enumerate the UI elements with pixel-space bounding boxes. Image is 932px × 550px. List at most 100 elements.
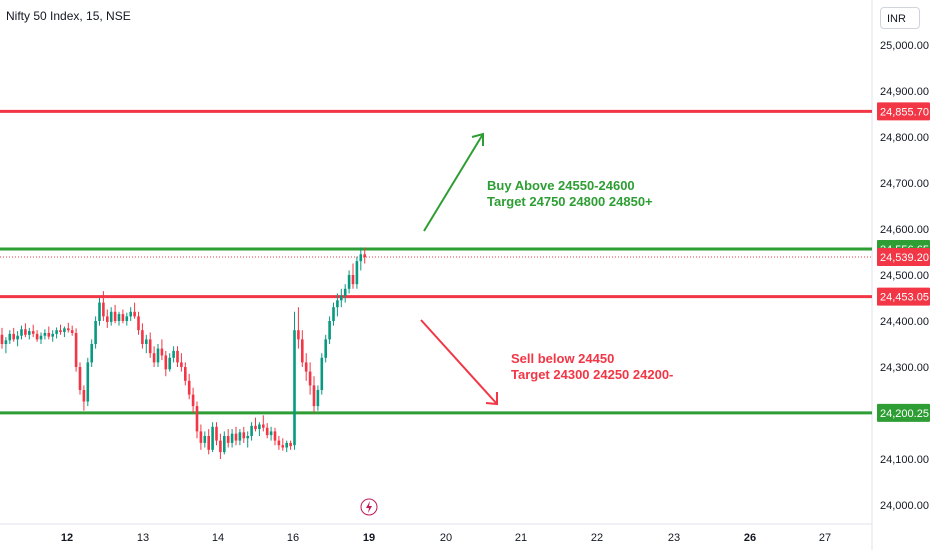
candle-body [273,431,277,441]
candle-body [82,390,86,402]
candle-body [106,316,109,322]
candle-body [347,275,351,289]
candle-body [293,330,296,446]
candle-body [343,288,347,296]
candle-body [98,302,101,321]
currency-selector[interactable]: INR [880,7,920,29]
candle-body [187,380,191,395]
candle-body [20,329,23,336]
buy-arrow-shaft [423,133,484,232]
candle-body [12,333,15,340]
candle-body [0,334,4,344]
sell-annotation-line2: Target 24300 24250 24200- [511,367,674,382]
candle-body [223,436,226,453]
candle-body [195,406,199,432]
y-tick-label: 24,300.00 [880,362,929,374]
sell-arrow-head [485,392,498,406]
candle-body [148,339,152,354]
candle-body [90,344,93,363]
buy-annotation-line2: Target 24750 24800 24850+ [487,194,653,209]
candle-body [8,333,12,341]
buy-arrow-head [471,132,484,146]
x-tick-label: 21 [515,532,527,544]
y-tick-label: 24,500.00 [880,270,929,282]
level-price-tag [877,403,930,422]
x-tick-label: 23 [668,532,680,544]
candle-body [102,302,105,317]
candle-body [262,424,265,428]
level-price-label: 24,539.20 [880,252,929,264]
candle-body [328,321,331,340]
level-price-tag [877,287,930,306]
candle-body [230,433,234,443]
candle-body [39,335,43,340]
candle-body [258,424,261,430]
candle-body [86,362,90,402]
buy-annotation-line1: Buy Above 24550-24600 [487,178,635,193]
candle-body [316,390,320,407]
candle-body [63,328,66,333]
candle-body [211,426,214,450]
x-tick-label: 26 [744,532,756,544]
candle-body [355,261,359,285]
candle-body [340,295,343,301]
candle-body [156,348,160,363]
candle-body [67,328,70,331]
candle-body [59,330,62,333]
candle-body [35,333,39,340]
y-tick-label: 24,800.00 [880,132,929,144]
candle-body [226,436,230,443]
candle-body [199,431,203,443]
candle-body [164,355,168,370]
candle-body [269,431,273,436]
candle-body [43,332,47,336]
level-price-tag [877,102,930,121]
x-tick-label: 14 [212,532,224,544]
y-tick-label: 24,700.00 [880,178,929,190]
level-price-tag [877,247,930,266]
candle-body [113,311,117,321]
candle-body [246,436,249,439]
candle-body [184,367,187,381]
candle-body [219,440,222,453]
y-tick-label: 24,900.00 [880,86,929,98]
buy-arrow [423,132,484,232]
candle-body [168,357,171,370]
candle-body [281,445,285,448]
candle-body [172,350,175,358]
candle-body [4,340,8,344]
x-tick-label: 12 [61,532,73,544]
candle-body [215,426,218,441]
candle-body [336,300,339,308]
candle-body [141,330,144,344]
x-tick-label: 13 [137,532,149,544]
candle-body [250,425,253,436]
candle-body [180,362,183,367]
candle-body [74,332,78,367]
candle-body [234,433,238,441]
y-tick-label: 24,400.00 [880,316,929,328]
candle-body [254,425,257,430]
candle-body [70,330,74,333]
y-tick-label: 24,100.00 [880,454,929,466]
candle-body [304,362,308,372]
candle-body [117,314,121,321]
candle-body [176,350,179,363]
candle-body [133,311,136,317]
sell-arrow [420,319,498,406]
candle-body [160,348,164,356]
candle-body [203,436,207,443]
candle-body [308,371,312,386]
candle-body [324,339,327,358]
sell-annotation-line1: Sell below 24450 [511,351,615,366]
level-price-label: 24,453.05 [880,292,929,304]
candle-body [121,314,125,321]
candle-body [137,316,140,331]
candle-body [94,321,97,344]
candle-body [277,440,281,446]
candle-body [16,335,19,340]
candle-body [320,357,324,390]
chart-title: Nifty 50 Index, 15, NSE [6,9,131,23]
x-tick-label: 22 [591,532,603,544]
